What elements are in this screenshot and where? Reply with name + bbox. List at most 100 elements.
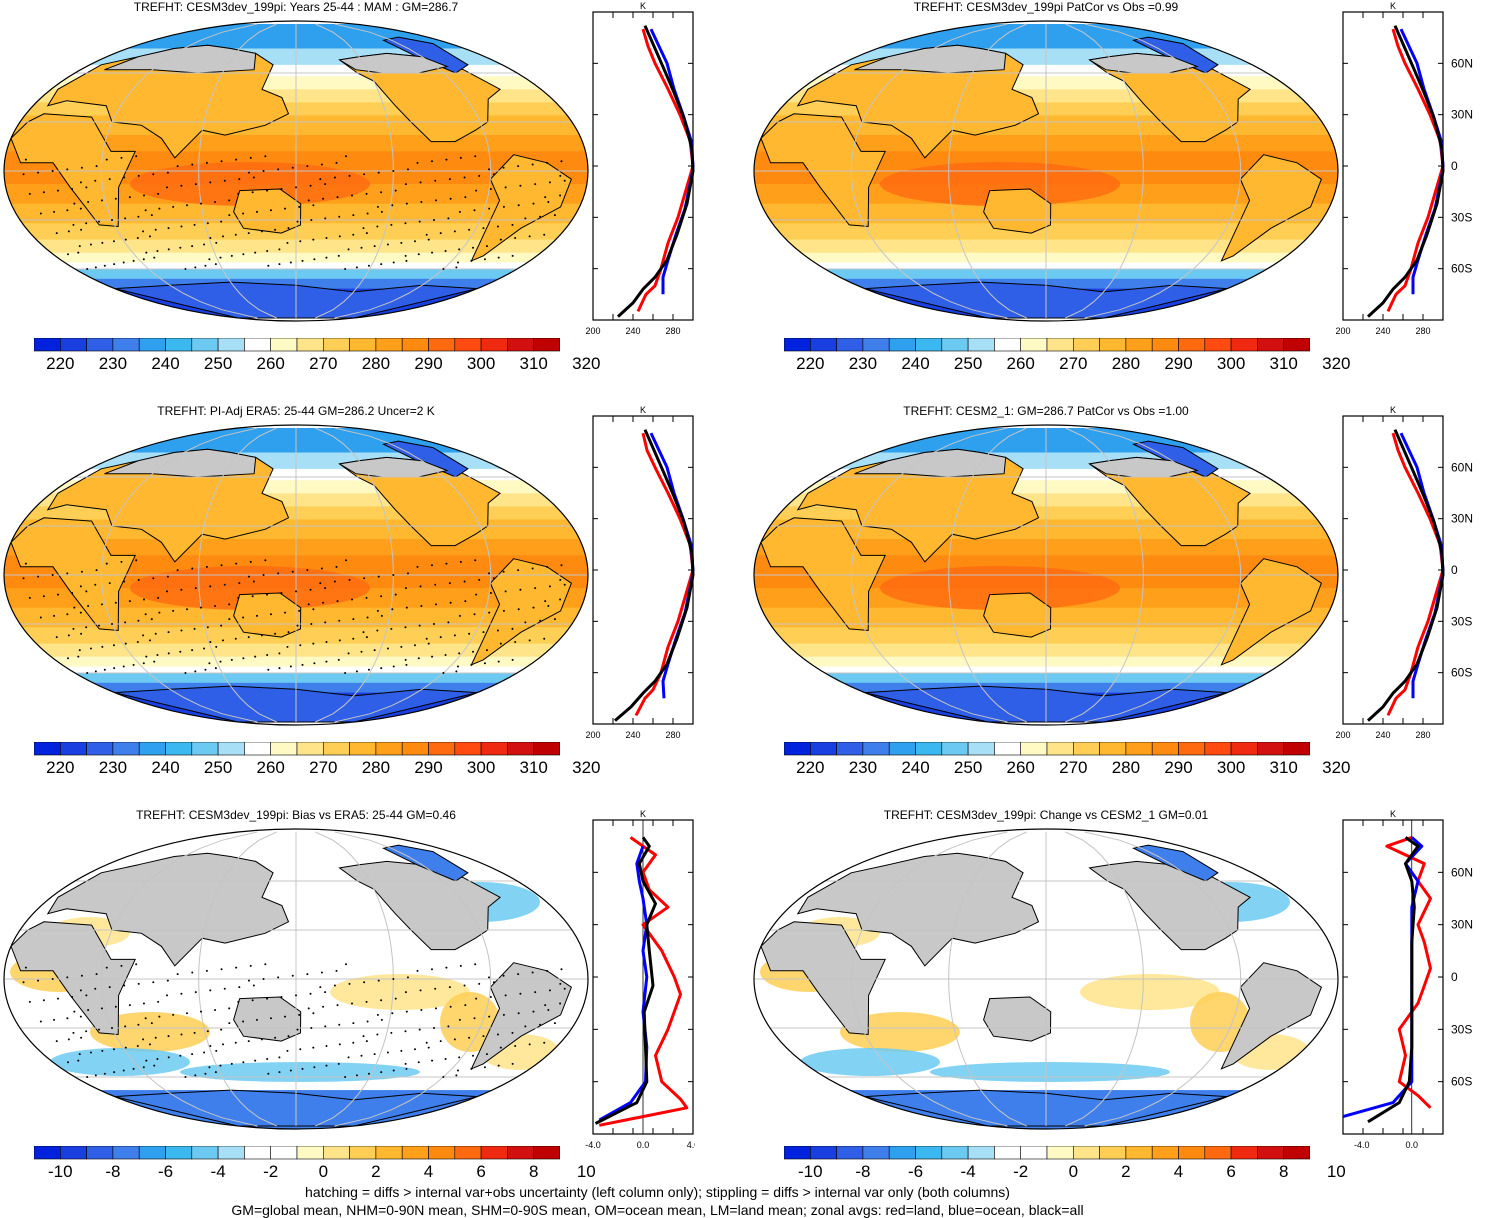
colorbar-tick-label: -10 [798,1162,823,1181]
lat-label: 60N [1451,460,1473,474]
colorbar-tick-label: -4 [210,1162,226,1181]
lat-label: 60S [1451,262,1472,276]
panel-title-5: TREFHT: CESM3dev_199pi: Bias vs ERA5: 25… [136,808,456,822]
panel-title-6: TREFHT: CESM3dev_199pi: Change vs CESM2_… [883,808,1209,822]
colorbar-tick-label: 240 [151,354,180,373]
colorbar-tick-label: 320 [1322,354,1351,373]
colorbar-tick-label: 230 [848,354,878,373]
colorbar-tick-label: 230 [848,758,878,777]
zonal-x-tick: -4.0 [585,1140,601,1150]
zonal-all-line [614,429,695,722]
zonal-x-tick: 280 [665,326,680,336]
colorbar-tick-label: 270 [1059,758,1088,777]
colorbar-tick-label: 250 [203,354,233,373]
footer-note-2: GM=global mean, NHM=0-90N mean, SHM=0-90… [231,1202,1084,1218]
map-6 [753,828,1339,1130]
colorbar-tick-label: 310 [519,758,548,777]
colorbar-tick-label: 260 [1006,354,1035,373]
colorbar-tick-label: 6 [1226,1162,1236,1181]
lat-label: 30N [1451,918,1473,932]
panel-title-1: TREFHT: CESM3dev_199pi: Years 25-44 : MA… [133,0,459,14]
lat-label: 30N [1451,108,1473,122]
lat-label: 60S [1451,1075,1472,1089]
zonal-all-line [1367,836,1420,1124]
zonal-unit-label: K [1390,405,1396,415]
colorbar-tick-label: 220 [46,758,75,777]
zonal-unit-label: K [640,405,646,415]
lat-label: 60S [1451,666,1472,680]
lat-label: 60N [1451,865,1473,879]
colorbar-tick-label: 280 [1111,758,1141,777]
colorbar-tick-label: 240 [901,354,930,373]
zonal-ocean-line [598,845,649,1122]
colorbar-tick-label: 310 [519,354,548,373]
map-4 [753,424,1339,726]
map-1 [3,20,589,322]
colorbar-6 [784,1146,1310,1160]
colorbar-tick-label: 10 [1326,1162,1346,1181]
lat-label: 30S [1451,614,1472,628]
colorbar-tick-label: 290 [414,354,443,373]
colorbar-5 [34,1146,560,1160]
zonal-land-line [599,836,689,1127]
colorbar-tick-label: 0 [318,1162,329,1181]
zonal-x-tick: 200 [1335,326,1350,336]
colorbar-tick-label: 230 [98,354,128,373]
colorbar-tick-label: 270 [1059,354,1088,373]
colorbar-tick-label: 6 [476,1162,486,1181]
colorbar-2 [784,338,1310,352]
colorbar-tick-label: -8 [855,1162,871,1181]
zonal-all-line [1366,25,1445,318]
colorbar-tick-label: 220 [796,758,825,777]
zonal-x-tick: 280 [1415,730,1430,740]
colorbar-tick-label: 300 [1216,354,1246,373]
colorbar-tick-label: 2 [371,1162,381,1181]
zonal-all-line [594,836,657,1125]
zonal-plot-4: K 60N 30N 0 30S 60S 200 240 280 [1335,405,1473,740]
colorbar-tick-label: 2 [1121,1162,1131,1181]
colorbar-tick-label: 230 [98,758,128,777]
zonal-plot-6: K 60N 30N 0 30S 60S -4.0 0.0 [1342,809,1473,1150]
zonal-x-tick: 240 [1375,730,1390,740]
colorbar-tick-label: 220 [46,354,75,373]
map-3 [3,424,589,726]
colorbar-tick-label: 290 [414,758,443,777]
footer-note-1: hatching = diffs > internal var+obs unce… [305,1184,1010,1200]
zonal-x-tick: 4.0 [687,1140,695,1150]
colorbar-tick-label: -2 [1013,1162,1029,1181]
zonal-unit-label: K [640,809,646,819]
zonal-x-tick: 280 [1415,326,1430,336]
panel-title-4: TREFHT: CESM2_1: GM=286.7 PatCor vs Obs … [903,404,1189,418]
colorbar-tick-label: 240 [151,758,180,777]
colorbar-tick-label: 220 [796,354,825,373]
colorbar-tick-label: -10 [48,1162,73,1181]
colorbar-tick-label: 290 [1164,758,1193,777]
colorbar-tick-label: 280 [361,354,391,373]
zonal-x-tick: 200 [1335,730,1350,740]
lat-label: 0 [1451,563,1458,577]
colorbar-tick-label: 300 [1216,758,1246,777]
colorbar-tick-label: 270 [309,758,338,777]
colorbar-tick-label: 260 [256,354,285,373]
panel-title-3: TREFHT: PI-Adj ERA5: 25-44 GM=286.2 Unce… [157,404,435,418]
colorbar-tick-label: 250 [953,354,983,373]
colorbar-tick-label: 300 [466,758,496,777]
colorbar-tick-label: 260 [1006,758,1035,777]
colorbar-tick-label: -6 [157,1162,174,1181]
colorbar-tick-label: 250 [953,758,983,777]
lat-label: 30S [1451,210,1472,224]
colorbar-tick-label: 0 [1068,1162,1079,1181]
zonal-x-tick: 240 [625,730,640,740]
lat-label: 0 [1451,159,1458,173]
colorbar-tick-label: 10 [576,1162,596,1181]
zonal-unit-label: K [640,1,646,11]
colorbar-tick-label: -2 [263,1162,279,1181]
colorbar-tick-label: 4 [1173,1162,1184,1181]
colorbar-tick-label: 320 [1322,758,1351,777]
colorbar-tick-label: 260 [256,758,285,777]
lat-label: 30N [1451,512,1473,526]
colorbar-3 [34,742,560,756]
zonal-all-line [1366,429,1445,722]
colorbar-tick-label: 4 [423,1162,434,1181]
colorbar-tick-label: 310 [1269,354,1298,373]
